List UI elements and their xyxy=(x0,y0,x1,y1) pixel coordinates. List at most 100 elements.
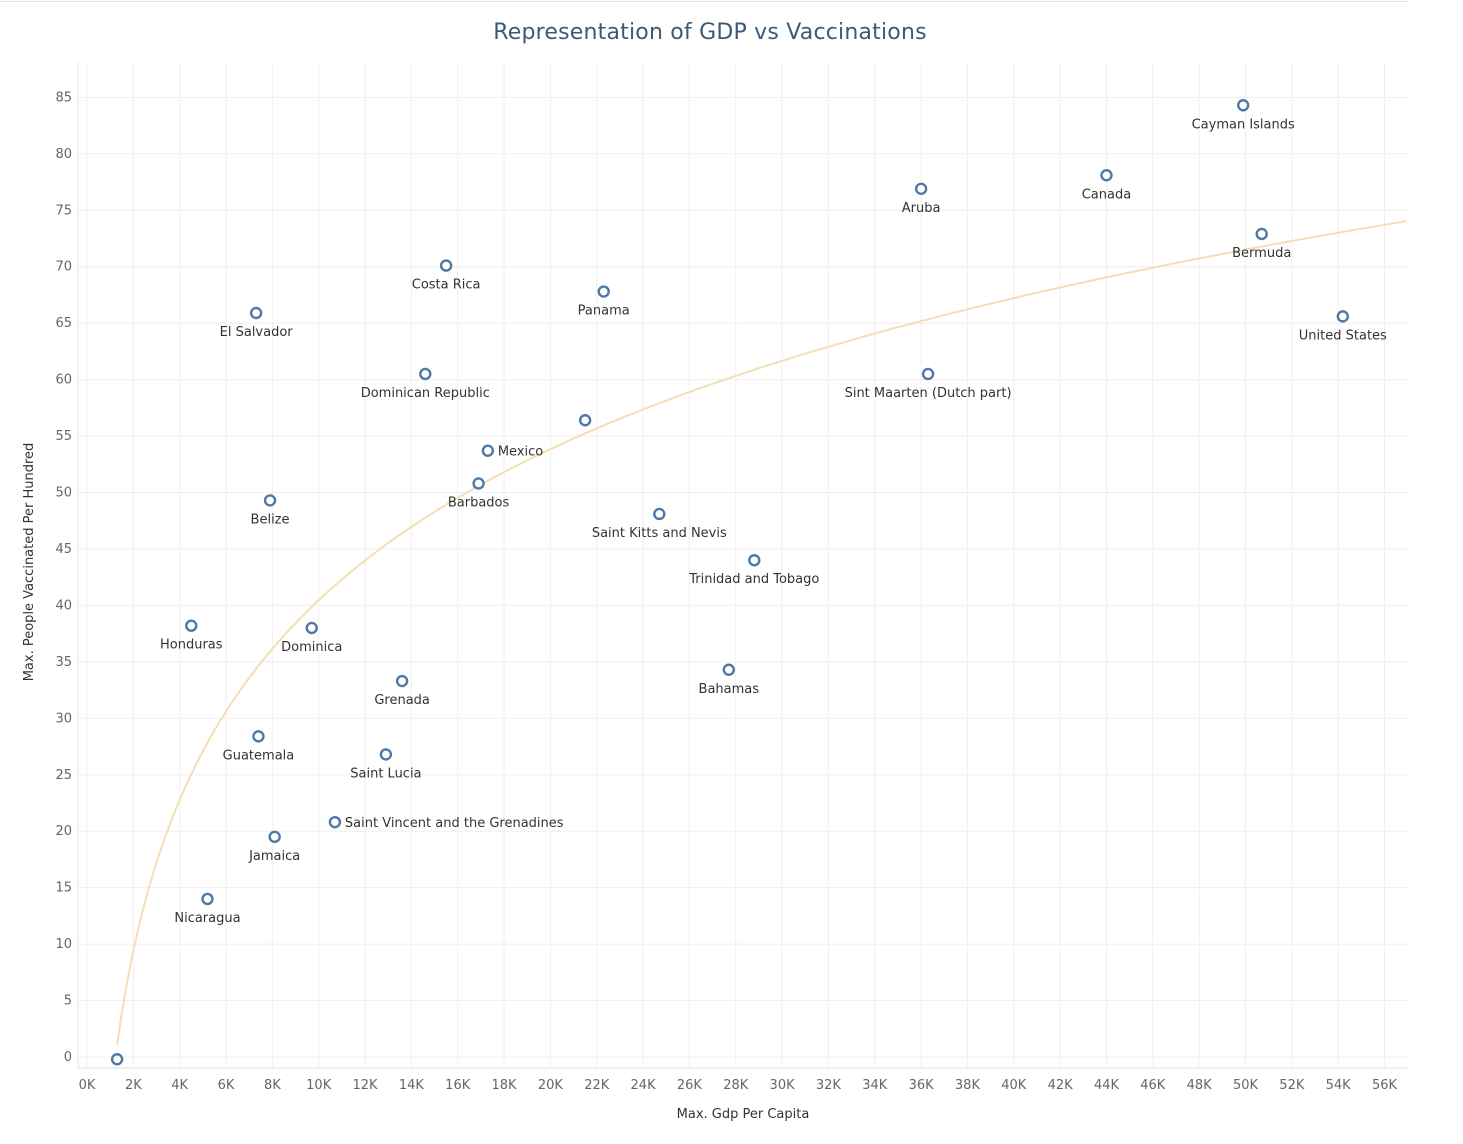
point-label: Saint Lucia xyxy=(350,766,421,781)
data-point[interactable] xyxy=(748,554,761,567)
point-label: Belize xyxy=(251,512,290,527)
data-point[interactable] xyxy=(1100,169,1113,182)
point-label: Nicaragua xyxy=(174,911,240,926)
point-label: Bahamas xyxy=(699,682,760,697)
y-tick-label: 70 xyxy=(55,260,72,275)
x-tick-label: 22K xyxy=(584,1078,610,1093)
point-label: Dominica xyxy=(281,640,342,655)
point-label: United States xyxy=(1299,328,1387,343)
y-tick-label: 80 xyxy=(55,147,72,162)
data-point[interactable] xyxy=(249,306,263,320)
data-point[interactable] xyxy=(1236,99,1250,112)
data-point[interactable] xyxy=(597,285,610,298)
x-tick-label: 2K xyxy=(125,1078,142,1093)
data-point[interactable] xyxy=(379,748,393,761)
x-tick-label: 10K xyxy=(306,1078,332,1093)
point-label: Cayman Islands xyxy=(1192,117,1295,132)
data-point[interactable] xyxy=(110,1053,124,1066)
y-tick-label: 50 xyxy=(55,486,72,501)
x-tick-label: 38K xyxy=(955,1078,981,1093)
x-axis-ticks: 0K 2K 4K 6K 8K 10K 12K 14K 16K 18K 20K 22K 24K 26K 28K… xyxy=(79,1078,1398,1093)
y-tick-label: 5 xyxy=(64,994,72,1009)
y-tick-label: 10 xyxy=(55,937,72,952)
x-tick-label: 36K xyxy=(909,1078,935,1093)
point-label: Grenada xyxy=(374,693,430,708)
y-tick-label: 45 xyxy=(55,542,72,557)
y-axis-ticks: 0 5 10 15 20 25 30 35 40 45 50 55 60 65 70 75 80 85 xyxy=(55,90,72,1065)
data-point[interactable] xyxy=(305,621,318,635)
x-tick-label: 44K xyxy=(1094,1078,1120,1093)
data-point[interactable] xyxy=(578,414,592,427)
x-tick-label: 0K xyxy=(79,1078,96,1093)
x-tick-label: 50K xyxy=(1233,1078,1259,1093)
chart-title: Representation of GDP vs Vaccinations xyxy=(493,20,927,45)
x-tick-label: 54K xyxy=(1326,1078,1352,1093)
y-tick-label: 35 xyxy=(55,655,72,670)
gridlines xyxy=(77,62,1408,1069)
x-tick-label: 16K xyxy=(445,1078,471,1093)
x-tick-label: 20K xyxy=(538,1078,564,1093)
x-tick-label: 46K xyxy=(1140,1078,1166,1093)
data-point[interactable] xyxy=(472,477,485,490)
y-tick-label: 15 xyxy=(55,881,72,896)
data-point[interactable] xyxy=(914,182,928,195)
x-tick-label: 32K xyxy=(816,1078,842,1093)
data-point[interactable] xyxy=(481,444,495,457)
y-tick-label: 65 xyxy=(55,316,72,331)
y-tick-label: 75 xyxy=(55,203,72,218)
x-tick-label: 34K xyxy=(862,1078,888,1093)
trend-line xyxy=(116,220,1407,1045)
data-point[interactable] xyxy=(439,259,453,272)
point-label: El Salvador xyxy=(220,325,294,340)
point-label: Sint Maarten (Dutch part) xyxy=(845,386,1012,401)
data-point[interactable] xyxy=(252,730,265,743)
top-divider xyxy=(0,1,1408,2)
point-labels: Cayman Islands Canada Aruba Bermuda Costa Ri… xyxy=(160,117,1387,926)
x-tick-label: 56K xyxy=(1372,1078,1398,1093)
y-tick-label: 0 xyxy=(64,1050,72,1065)
point-label: Canada xyxy=(1082,187,1131,202)
y-tick-label: 25 xyxy=(55,768,72,783)
point-label: Guatemala xyxy=(223,748,295,763)
y-tick-label: 40 xyxy=(55,598,72,613)
point-label: Bermuda xyxy=(1232,246,1291,261)
data-point[interactable] xyxy=(395,674,409,688)
data-point[interactable] xyxy=(419,367,432,381)
y-tick-label: 30 xyxy=(55,711,72,726)
data-point[interactable] xyxy=(1255,227,1268,241)
data-point[interactable] xyxy=(328,815,342,829)
x-tick-label: 30K xyxy=(770,1078,796,1093)
data-point[interactable] xyxy=(185,619,198,632)
point-label: Saint Vincent and the Grenadines xyxy=(345,816,564,831)
point-label: Panama xyxy=(578,304,630,319)
x-tick-label: 8K xyxy=(264,1078,281,1093)
x-axis-label: Max. Gdp Per Capita xyxy=(677,1107,810,1122)
x-tick-label: 24K xyxy=(631,1078,657,1093)
point-label: Aruba xyxy=(902,201,941,216)
y-tick-label: 20 xyxy=(55,824,72,839)
y-tick-label: 85 xyxy=(55,90,72,105)
data-point[interactable] xyxy=(921,367,935,381)
data-point[interactable] xyxy=(653,507,666,521)
x-tick-label: 6K xyxy=(218,1078,235,1093)
data-point[interactable] xyxy=(722,663,736,676)
data-point[interactable] xyxy=(268,830,281,844)
point-label: Costa Rica xyxy=(412,278,481,293)
x-tick-label: 28K xyxy=(723,1078,749,1093)
x-tick-label: 14K xyxy=(399,1078,425,1093)
point-label: Barbados xyxy=(448,495,510,510)
x-tick-label: 52K xyxy=(1279,1078,1305,1093)
data-point[interactable] xyxy=(1336,310,1350,323)
x-tick-label: 12K xyxy=(353,1078,379,1093)
data-point[interactable] xyxy=(263,494,277,507)
point-label: Trinidad and Tobago xyxy=(688,572,819,587)
data-points xyxy=(110,99,1350,1066)
x-tick-label: 18K xyxy=(492,1078,518,1093)
point-label: Dominican Republic xyxy=(361,386,490,401)
y-tick-label: 60 xyxy=(55,373,72,388)
y-axis-label: Max. People Vaccinated Per Hundred xyxy=(22,443,37,682)
data-point[interactable] xyxy=(201,892,214,906)
x-tick-label: 26K xyxy=(677,1078,703,1093)
point-label: Honduras xyxy=(160,638,223,653)
